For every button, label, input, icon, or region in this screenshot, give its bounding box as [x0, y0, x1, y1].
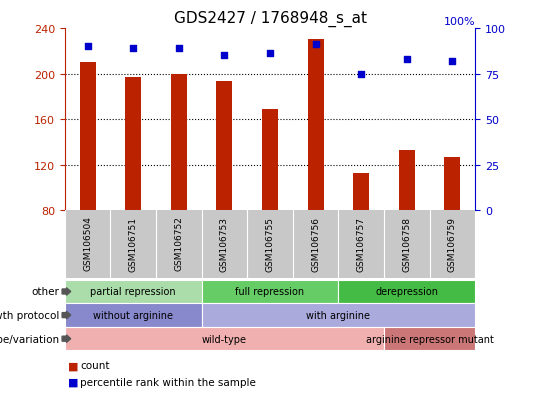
Point — [83, 44, 92, 50]
Text: arginine repressor mutant: arginine repressor mutant — [366, 334, 494, 344]
Point — [174, 45, 183, 52]
Point — [266, 51, 274, 58]
Text: GSM106755: GSM106755 — [266, 216, 274, 271]
Bar — [353, 173, 369, 211]
Text: full repression: full repression — [235, 287, 305, 297]
Bar — [308, 40, 323, 211]
Text: ■: ■ — [68, 377, 78, 387]
Text: percentile rank within the sample: percentile rank within the sample — [80, 377, 256, 387]
Text: derepression: derepression — [375, 287, 438, 297]
Text: with arginine: with arginine — [306, 310, 370, 320]
Point — [448, 58, 457, 65]
Point — [220, 53, 229, 59]
Text: GSM106757: GSM106757 — [357, 216, 366, 271]
Text: GSM106752: GSM106752 — [174, 216, 183, 271]
Bar — [217, 82, 232, 211]
Bar — [399, 150, 415, 211]
Text: partial repression: partial repression — [90, 287, 176, 297]
Bar — [262, 109, 278, 211]
Text: GSM106753: GSM106753 — [220, 216, 229, 271]
Bar — [171, 74, 187, 211]
Text: GSM106758: GSM106758 — [402, 216, 411, 271]
Bar — [125, 78, 141, 211]
Text: wild-type: wild-type — [202, 334, 247, 344]
Point — [402, 57, 411, 63]
Text: 100%: 100% — [443, 17, 475, 27]
Text: growth protocol: growth protocol — [0, 310, 59, 320]
Point — [129, 45, 138, 52]
Text: other: other — [31, 287, 59, 297]
Bar — [444, 157, 461, 211]
Text: GDS2427 / 1768948_s_at: GDS2427 / 1768948_s_at — [173, 10, 367, 26]
Text: count: count — [80, 361, 110, 370]
Text: GSM106759: GSM106759 — [448, 216, 457, 271]
Text: GSM106756: GSM106756 — [311, 216, 320, 271]
Text: GSM106751: GSM106751 — [129, 216, 138, 271]
Point — [357, 71, 366, 78]
Text: GSM106504: GSM106504 — [83, 216, 92, 271]
Bar — [79, 63, 96, 211]
Text: without arginine: without arginine — [93, 310, 173, 320]
Text: genotype/variation: genotype/variation — [0, 334, 59, 344]
Text: ■: ■ — [68, 361, 78, 370]
Point — [311, 42, 320, 49]
